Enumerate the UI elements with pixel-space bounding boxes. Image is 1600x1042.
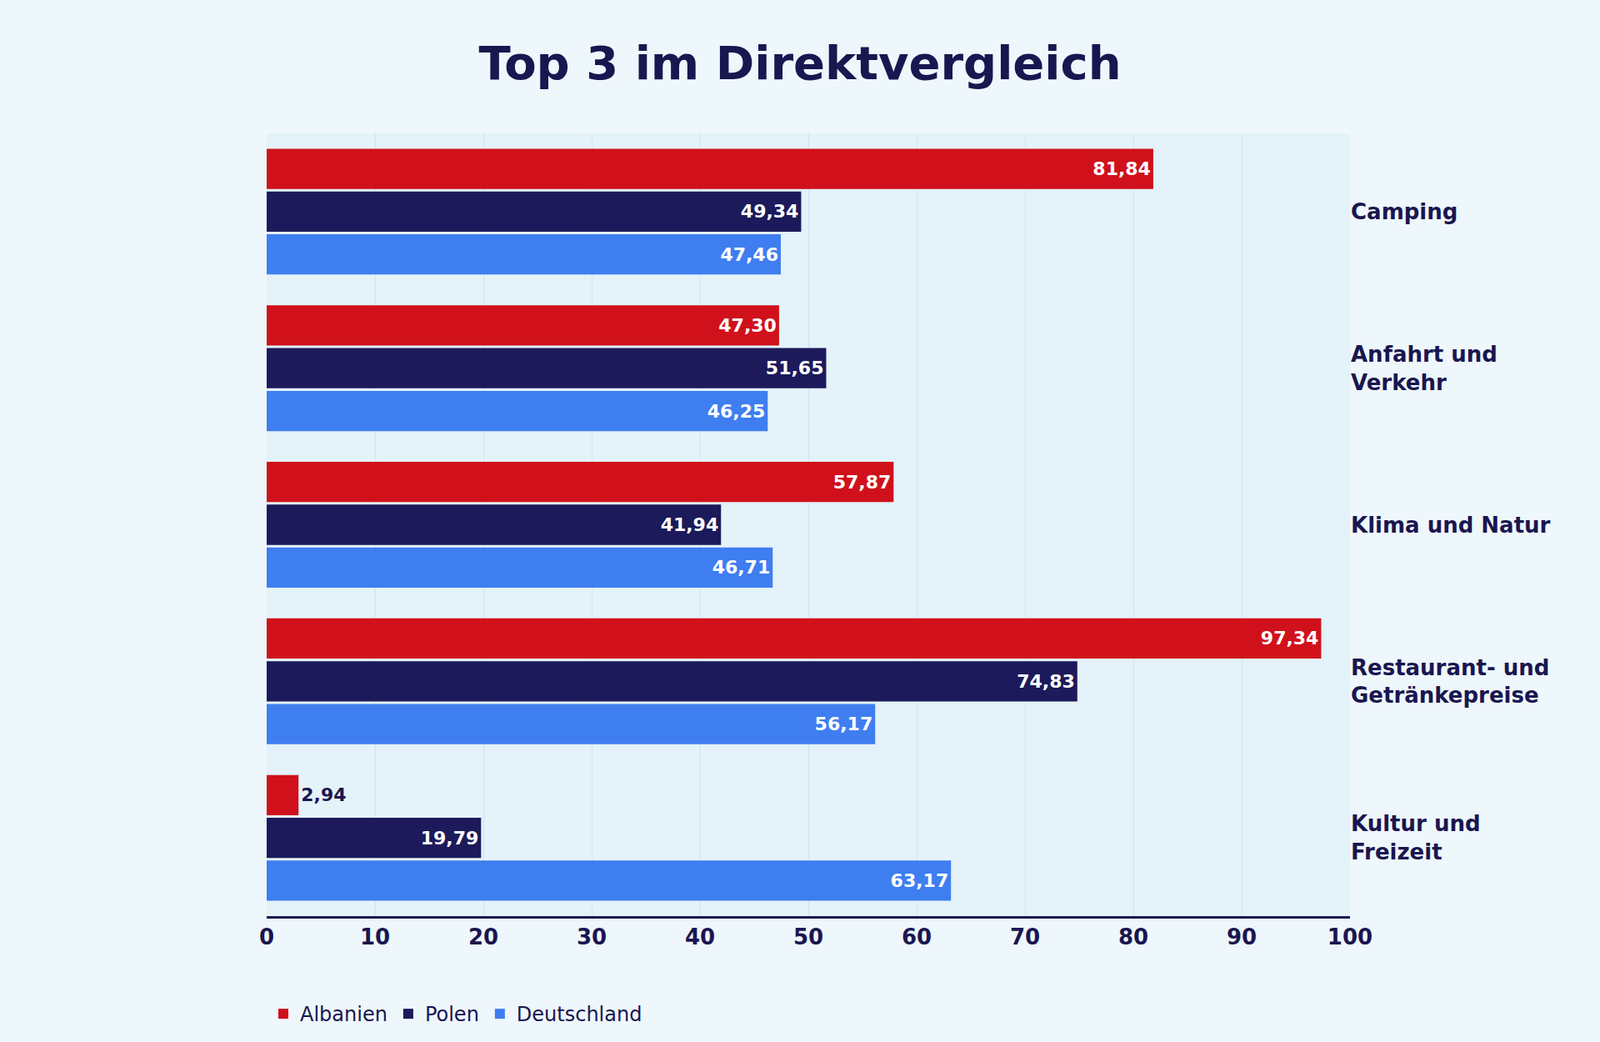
svg-text:Camping: Camping — [1350, 199, 1458, 225]
svg-text:19,79: 19,79 — [420, 827, 480, 849]
svg-text:47,30: 47,30 — [718, 315, 777, 336]
svg-text:0: 0 — [259, 924, 275, 950]
svg-text:Top 3 im Direktvergleich: Top 3 im Direktvergleich — [478, 35, 1121, 90]
svg-text:20: 20 — [468, 924, 499, 950]
svg-text:90: 90 — [1226, 924, 1257, 950]
svg-text:46,25: 46,25 — [707, 400, 766, 422]
svg-text:10: 10 — [360, 924, 390, 950]
svg-text:56,17: 56,17 — [815, 713, 874, 735]
svg-text:2,94: 2,94 — [300, 784, 346, 805]
svg-text:74,83: 74,83 — [1016, 670, 1075, 692]
svg-text:Anfahrt undVerkehr: Anfahrt undVerkehr — [1350, 341, 1498, 395]
svg-text:40: 40 — [685, 924, 715, 950]
svg-text:70: 70 — [1010, 924, 1040, 950]
svg-text:50: 50 — [793, 924, 824, 950]
svg-text:Kultur undFreizeit: Kultur undFreizeit — [1350, 810, 1481, 865]
svg-text:100: 100 — [1327, 924, 1373, 950]
svg-text:47,46: 47,46 — [720, 244, 779, 265]
svg-text:46,71: 46,71 — [712, 556, 771, 578]
svg-text:81,84: 81,84 — [1092, 158, 1151, 180]
svg-text:63,17: 63,17 — [890, 870, 950, 891]
svg-text:Albanien: Albanien — [300, 1002, 388, 1026]
svg-text:Polen: Polen — [425, 1002, 480, 1026]
svg-text:Restaurant- undGetränkepreise: Restaurant- undGetränkepreise — [1350, 654, 1550, 708]
svg-text:30: 30 — [576, 924, 607, 950]
svg-text:57,87: 57,87 — [833, 471, 892, 493]
svg-text:97,34: 97,34 — [1260, 627, 1320, 649]
svg-text:51,65: 51,65 — [765, 357, 825, 379]
svg-text:41,94: 41,94 — [660, 514, 720, 535]
svg-text:80: 80 — [1118, 924, 1149, 950]
svg-text:49,34: 49,34 — [740, 200, 800, 222]
svg-text:Klima und Natur: Klima und Natur — [1350, 512, 1551, 538]
svg-text:60: 60 — [901, 924, 932, 950]
svg-text:Deutschland: Deutschland — [516, 1002, 643, 1026]
